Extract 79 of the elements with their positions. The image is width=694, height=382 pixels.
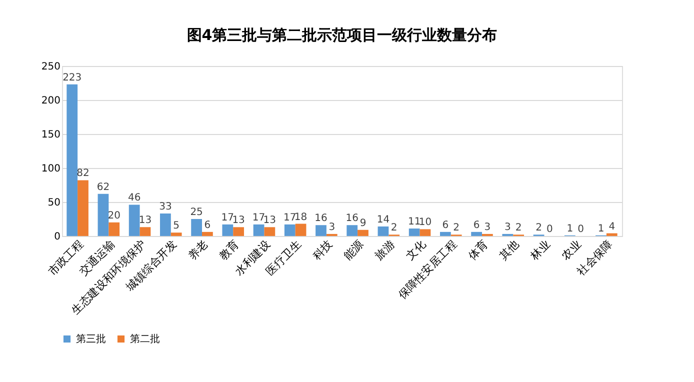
data-label: 5 [173, 220, 180, 232]
data-label: 17 [252, 212, 266, 224]
data-label: 16 [346, 213, 358, 224]
y-tick-label: 200 [41, 96, 60, 106]
bar [471, 232, 482, 236]
data-label: 3 [504, 222, 511, 233]
data-label: 3 [484, 222, 491, 233]
data-label: 13 [138, 215, 152, 226]
chart-title: 图4第三批与第二批示范项目一级行业数量分布 [186, 26, 498, 44]
y-tick-label: 250 [41, 62, 60, 72]
data-label: 4 [608, 221, 616, 232]
data-label: 9 [360, 218, 366, 229]
x-tick-label: 农业 [559, 238, 584, 263]
legend-label: 第二批 [130, 333, 160, 345]
data-label: 16 [314, 213, 328, 224]
legend-label: 第三批 [76, 333, 106, 345]
x-tick-label: 教育 [216, 238, 242, 263]
bar [191, 219, 202, 236]
bar [295, 224, 306, 236]
data-label: 33 [159, 202, 172, 213]
data-label: 10 [418, 217, 432, 228]
data-label: 6 [442, 220, 449, 231]
data-label: 17 [284, 212, 296, 224]
x-tick-label: 能源 [341, 238, 366, 263]
x-tick-label: 养老 [186, 238, 210, 263]
bar [378, 226, 389, 236]
bar [222, 224, 234, 236]
data-label: 0 [546, 224, 553, 235]
data-label: 6 [204, 220, 211, 231]
data-label: 1 [598, 223, 604, 234]
data-label: 3 [328, 222, 336, 233]
bar [78, 180, 88, 236]
bar [408, 228, 420, 236]
y-tick-label: 50 [48, 198, 60, 208]
data-label: 46 [128, 192, 141, 204]
data-label: 0 [578, 224, 584, 235]
bar [66, 84, 78, 236]
bar [98, 194, 109, 236]
y-tick-label: 150 [41, 130, 60, 140]
data-label: 14 [376, 214, 390, 226]
bar [606, 233, 618, 236]
data-label: 20 [108, 210, 120, 222]
data-label: 18 [294, 212, 308, 223]
data-label: 1 [566, 223, 574, 234]
x-tick-label: 科技 [310, 238, 335, 263]
data-label: 11 [408, 216, 421, 228]
x-tick-label: 其他 [496, 238, 522, 263]
bar [233, 227, 244, 236]
bar [108, 222, 120, 236]
data-label: 2 [536, 222, 542, 234]
data-label: 6 [473, 220, 480, 231]
x-tick-label: 文化 [404, 238, 428, 263]
bar [160, 214, 171, 236]
y-tick-label: 0 [54, 232, 60, 242]
bar [202, 232, 213, 236]
data-label: 13 [263, 215, 276, 226]
bar [346, 225, 358, 236]
data-label: 13 [232, 215, 245, 226]
bar [264, 227, 276, 236]
x-tick-label: 旅游 [372, 238, 398, 263]
data-label: 62 [96, 182, 110, 193]
data-label: 2 [390, 222, 398, 234]
x-tick-label: 林业 [527, 238, 553, 264]
bar [140, 227, 151, 236]
x-tick-label: 体育 [466, 238, 490, 263]
data-label: 25 [190, 207, 203, 218]
data-label: 17 [221, 212, 234, 224]
bar [316, 225, 326, 236]
data-label: 2 [453, 222, 460, 234]
data-label: 223 [62, 72, 82, 84]
bar [284, 224, 296, 236]
bar [358, 230, 368, 236]
bar [440, 232, 451, 236]
bar [128, 204, 140, 236]
y-tick-label: 100 [41, 164, 60, 174]
bar [253, 224, 264, 236]
bar [170, 232, 182, 236]
bar [420, 229, 431, 236]
data-label: 2 [515, 222, 522, 234]
